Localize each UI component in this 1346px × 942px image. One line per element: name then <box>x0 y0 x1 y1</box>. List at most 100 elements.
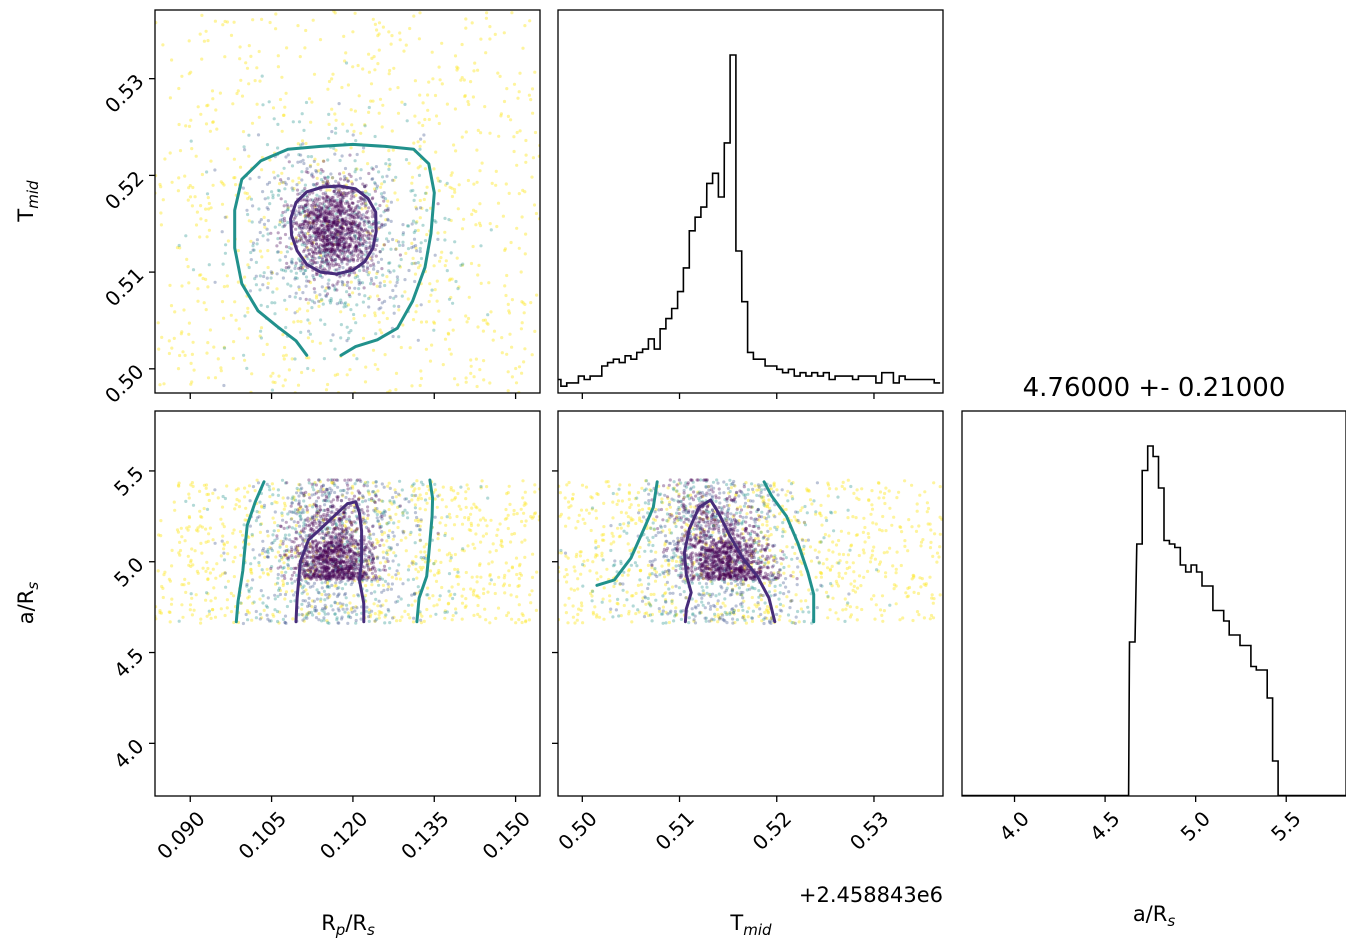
sample-point <box>258 530 262 535</box>
sample-point <box>433 93 438 98</box>
sample-point <box>413 506 417 510</box>
sample-point <box>450 618 454 622</box>
sample-point <box>384 560 388 564</box>
sample-point <box>273 608 277 612</box>
sample-point <box>460 227 465 231</box>
sample-point <box>328 212 332 216</box>
sample-point <box>222 183 226 187</box>
sample-point <box>311 563 315 567</box>
sample-point <box>349 239 353 243</box>
sample-point <box>330 545 334 549</box>
sample-point <box>275 250 280 254</box>
sample-point <box>364 572 368 576</box>
sample-point <box>322 235 326 239</box>
sample-point <box>352 215 357 219</box>
sample-point <box>339 336 343 340</box>
sample-point <box>344 241 348 245</box>
sample-point <box>302 539 306 544</box>
sample-point <box>312 231 316 235</box>
sample-point <box>209 599 213 603</box>
sample-point <box>410 593 414 597</box>
sample-point <box>350 580 354 585</box>
sample-point <box>345 536 349 540</box>
sample-point <box>412 141 416 145</box>
sample-point <box>318 546 322 550</box>
sample-point <box>285 208 289 212</box>
sample-point <box>369 244 373 248</box>
sample-point <box>341 554 345 559</box>
sample-point <box>338 243 342 247</box>
sample-point <box>438 179 442 183</box>
sample-point <box>349 252 354 256</box>
sample-point <box>250 618 254 622</box>
sample-point <box>183 577 187 582</box>
sample-point <box>313 555 317 559</box>
sample-point <box>416 524 420 528</box>
sample-point <box>249 250 253 255</box>
sample-point <box>452 143 456 147</box>
sample-point <box>283 345 287 350</box>
sample-point <box>355 357 359 361</box>
sample-point <box>204 527 208 531</box>
sample-point <box>344 245 348 249</box>
sample-point <box>520 215 524 219</box>
sample-point <box>386 607 390 612</box>
sample-point <box>452 187 457 192</box>
sample-point <box>337 549 341 554</box>
sample-point <box>324 257 328 261</box>
sample-point <box>403 508 407 512</box>
sample-point <box>180 74 184 78</box>
sample-point <box>265 549 270 553</box>
sample-point <box>326 204 330 209</box>
sample-point <box>362 286 366 290</box>
sample-point <box>349 222 353 226</box>
sample-point <box>504 507 508 512</box>
sample-point <box>362 233 366 237</box>
sample-point <box>292 593 296 597</box>
sample-point <box>271 487 276 491</box>
sample-point <box>320 592 324 597</box>
sample-point <box>342 572 346 576</box>
sample-point <box>317 249 321 253</box>
sample-point <box>338 172 342 176</box>
sample-point <box>387 535 391 540</box>
sample-point <box>326 175 330 179</box>
sample-point <box>297 554 301 558</box>
sample-point <box>353 245 357 249</box>
sample-point <box>361 197 366 201</box>
sample-point <box>340 210 344 214</box>
sample-point <box>421 557 425 561</box>
sample-point <box>381 25 385 29</box>
sample-point <box>239 553 243 557</box>
sample-point <box>363 314 367 318</box>
sample-point <box>322 200 326 204</box>
sample-point <box>326 87 330 91</box>
sample-point <box>299 535 303 539</box>
sample-point <box>325 206 329 210</box>
sample-point <box>498 522 502 526</box>
sample-point <box>317 550 321 554</box>
sample-point <box>331 535 335 539</box>
sample-point <box>475 180 479 184</box>
sample-point <box>366 566 370 570</box>
sample-point <box>232 528 236 532</box>
sample-point <box>379 512 384 516</box>
sample-point <box>329 504 333 509</box>
sample-point <box>361 67 365 71</box>
sample-point <box>419 621 423 625</box>
sample-point <box>331 530 335 534</box>
sample-point <box>187 563 191 567</box>
sample-point <box>330 574 335 578</box>
sample-point <box>328 203 332 208</box>
sample-point <box>515 130 519 135</box>
sample-point <box>280 129 284 133</box>
sample-point <box>335 618 339 622</box>
sample-point <box>388 500 392 504</box>
sample-point <box>350 610 354 614</box>
sample-point <box>331 195 335 199</box>
sample-point <box>380 530 384 534</box>
sample-point <box>312 287 316 291</box>
sample-point <box>371 262 375 266</box>
sample-point <box>362 238 366 242</box>
sample-point <box>335 222 339 226</box>
